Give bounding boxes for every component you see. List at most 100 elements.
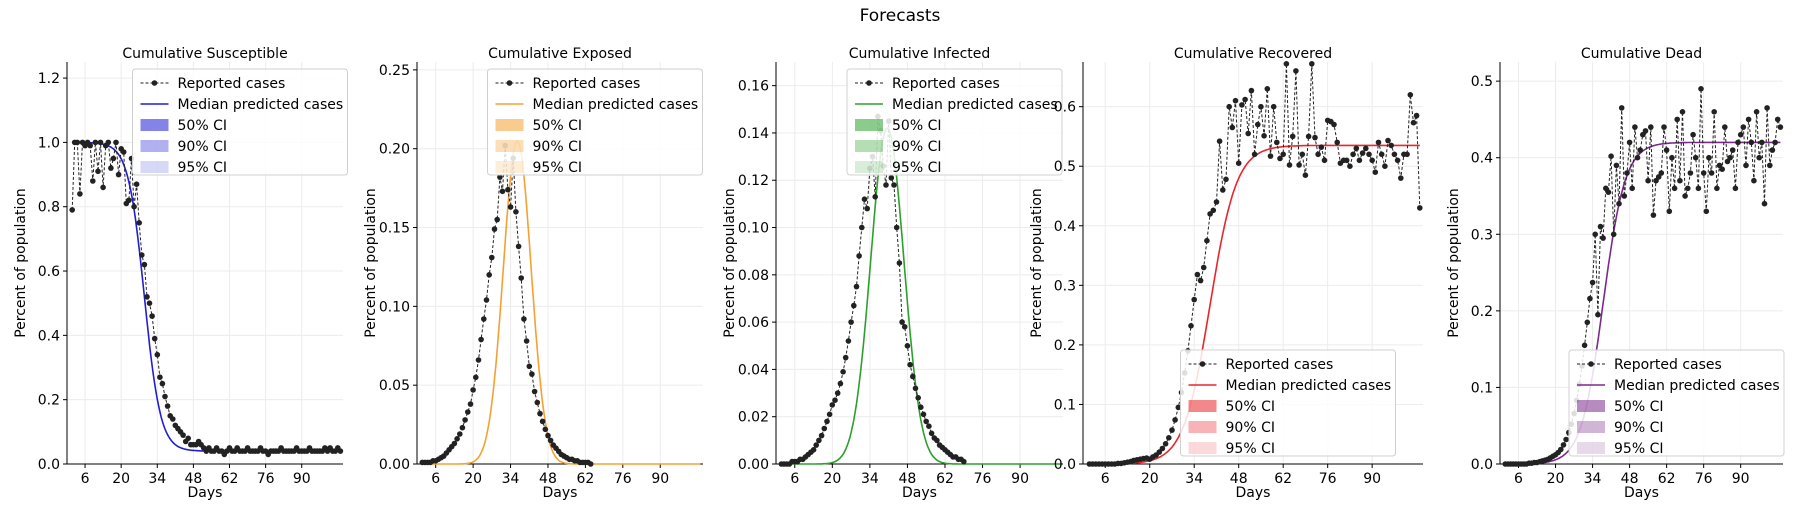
reported-case-point xyxy=(1242,96,1248,103)
x-tick-label: 6 xyxy=(431,471,440,487)
x-tick-label: 6 xyxy=(1514,471,1523,487)
reported-case-point xyxy=(465,409,471,415)
legend-reported-marker xyxy=(1199,361,1206,367)
reported-case-point xyxy=(1613,162,1620,169)
reported-case-point xyxy=(934,437,940,444)
y-tick-label: 0.02 xyxy=(738,410,769,426)
reported-case-point xyxy=(859,224,865,231)
reported-case-point xyxy=(69,207,75,213)
reported-case-point xyxy=(1213,199,1220,205)
legend-ci-swatch xyxy=(1188,442,1217,454)
legend-label: 95% CI xyxy=(533,160,582,176)
reported-case-point xyxy=(1581,342,1588,349)
x-tick-label: 48 xyxy=(1230,471,1248,487)
legend-label: 90% CI xyxy=(533,139,582,155)
reported-case-point xyxy=(896,260,903,266)
reported-case-point xyxy=(185,435,191,442)
reported-case-point xyxy=(77,191,83,197)
reported-case-point xyxy=(1634,154,1641,161)
x-tick-label: 6 xyxy=(1101,471,1110,487)
reported-case-point xyxy=(1671,185,1678,192)
reported-case-point xyxy=(1382,163,1388,169)
reported-case-point xyxy=(1692,154,1699,161)
x-tick-label: 34 xyxy=(502,471,520,487)
reported-case-point xyxy=(824,418,830,425)
reported-case-point xyxy=(1194,271,1201,278)
y-tick-label: 0.1 xyxy=(1054,397,1076,413)
reported-case-point xyxy=(904,343,911,349)
legend-label: Median predicted cases xyxy=(533,97,699,113)
reported-case-point xyxy=(1162,441,1169,447)
y-tick-label: 0.6 xyxy=(1054,100,1076,116)
reported-case-point xyxy=(816,437,822,444)
reported-case-point xyxy=(1226,103,1232,110)
reported-case-point xyxy=(961,458,967,465)
reported-case-point xyxy=(1695,185,1702,192)
reported-case-point xyxy=(1293,68,1299,74)
reported-case-point xyxy=(1245,130,1251,137)
legend-ci-swatch xyxy=(855,161,883,173)
y-tick-label: 0.0 xyxy=(1054,457,1076,473)
reported-case-point xyxy=(1251,151,1258,158)
reported-case-point xyxy=(457,431,463,437)
reported-case-point xyxy=(1711,109,1717,115)
y-axis-label: Percent of population xyxy=(1029,188,1045,338)
reported-case-point xyxy=(1210,207,1217,214)
reported-case-point xyxy=(856,253,862,259)
reported-case-point xyxy=(813,442,819,448)
reported-case-point xyxy=(1318,144,1325,150)
reported-case-point xyxy=(120,149,127,155)
reported-case-point xyxy=(1267,153,1274,159)
reported-case-point xyxy=(1191,296,1197,303)
reported-case-point xyxy=(462,417,468,423)
reported-case-point xyxy=(146,300,153,307)
reported-case-point xyxy=(810,447,817,453)
reported-case-point xyxy=(928,430,935,437)
y-tick-label: 0.10 xyxy=(738,221,769,237)
reported-case-point xyxy=(1289,133,1296,140)
chart-title: Cumulative Recovered xyxy=(1174,46,1332,62)
reported-case-point xyxy=(133,181,140,187)
x-tick-label: 34 xyxy=(1185,471,1203,487)
legend-ci-swatch xyxy=(495,140,524,152)
legend-label: 50% CI xyxy=(1226,399,1275,415)
y-tick-label: 0.6 xyxy=(38,264,60,280)
x-tick-label: 76 xyxy=(974,471,992,487)
reported-case-point xyxy=(1175,404,1182,411)
reported-case-point xyxy=(1767,162,1773,169)
reported-case-point xyxy=(1706,154,1712,161)
x-tick-label: 62 xyxy=(936,471,954,487)
figure-title: Forecasts xyxy=(859,6,941,26)
reported-case-point xyxy=(1407,92,1414,98)
reported-case-point xyxy=(105,139,112,146)
reported-case-point xyxy=(1669,154,1675,161)
legend-ci-swatch xyxy=(855,140,883,152)
reported-case-point xyxy=(1772,139,1778,146)
x-axis-label: Days xyxy=(1624,485,1659,501)
reported-case-point xyxy=(1761,200,1768,207)
reported-case-point xyxy=(170,416,176,422)
x-tick-label: 90 xyxy=(1363,471,1381,487)
y-tick-label: 0.2 xyxy=(1054,338,1076,354)
reported-case-point xyxy=(515,243,522,250)
reported-case-point xyxy=(1735,139,1741,146)
legend-label: Reported cases xyxy=(1614,357,1722,373)
y-tick-label: 0.3 xyxy=(1471,227,1493,243)
chart-title: Cumulative Susceptible xyxy=(122,46,287,62)
x-tick-label: 90 xyxy=(651,471,669,487)
reported-case-point xyxy=(1258,103,1264,110)
reported-case-point xyxy=(918,404,924,411)
reported-case-point xyxy=(1597,223,1604,230)
legend-ci-swatch xyxy=(140,161,169,173)
reported-case-point xyxy=(486,272,493,278)
reported-case-point xyxy=(1637,147,1643,153)
reported-case-point xyxy=(851,302,857,309)
legend-ci-swatch xyxy=(495,119,524,131)
reported-case-point xyxy=(837,380,844,387)
reported-case-point xyxy=(864,205,870,212)
legend-label: 50% CI xyxy=(178,118,227,134)
x-tick-label: 76 xyxy=(1319,471,1337,487)
x-axis-label: Days xyxy=(188,485,223,501)
chart-panel-4: 6 20 34 48 62 76 90 0.0 0.1 0.2 0.3 0.4 0.5 0.6 Cumula… xyxy=(1029,46,1423,501)
x-tick-label: 62 xyxy=(576,471,594,487)
